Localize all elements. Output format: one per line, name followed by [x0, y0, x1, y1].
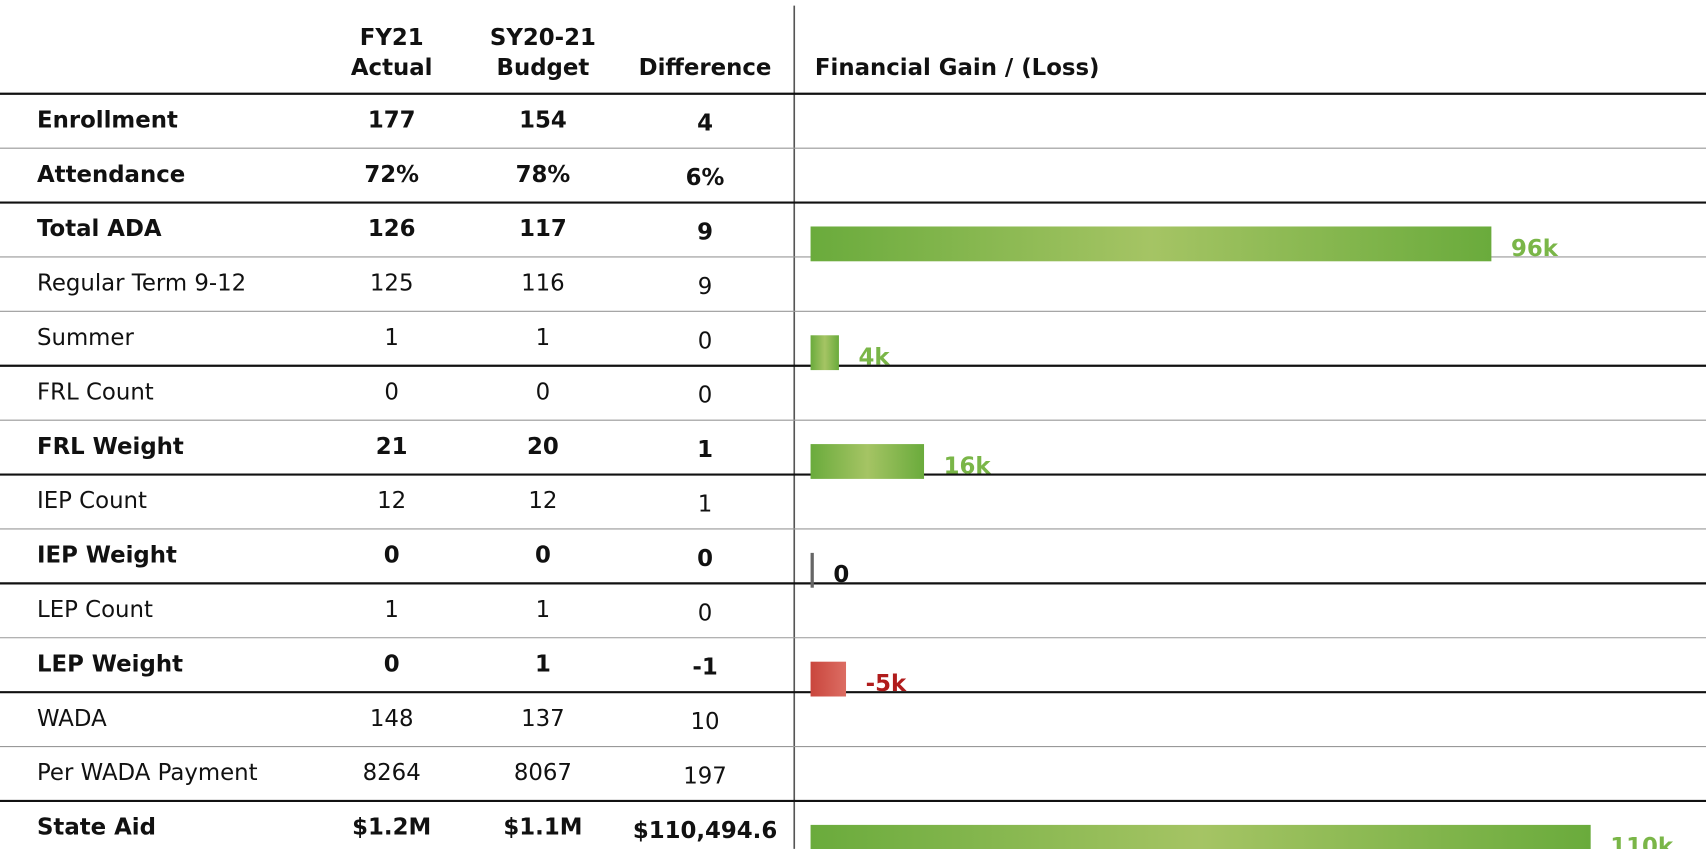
cell-value: 154	[519, 107, 567, 133]
cell-value: 1	[536, 597, 551, 623]
gain-bar	[810, 226, 1492, 262]
cell-value: 8264	[363, 760, 421, 786]
cell-value: 0	[536, 379, 551, 405]
cell-value: 0	[698, 328, 713, 354]
cell-value: 12	[377, 488, 406, 514]
row-label: Per WADA Payment	[37, 760, 258, 786]
gain-label: 0	[833, 562, 849, 588]
cell-value: 137	[521, 706, 565, 732]
cell-value: 78%	[516, 162, 571, 188]
cell-value: 10	[690, 709, 719, 735]
row-label: State Aid	[37, 815, 156, 841]
row-label: IEP Count	[37, 488, 147, 514]
gain-bar	[810, 824, 1591, 849]
row-label: LEP Weight	[37, 651, 183, 677]
cell-value: 72%	[364, 162, 419, 188]
row-label: Total ADA	[37, 216, 162, 242]
cell-value: 1	[535, 651, 551, 677]
cell-value: 0	[384, 543, 400, 569]
cell-value: 20	[527, 434, 559, 460]
cell-value: -1	[692, 655, 717, 681]
cell-value: 1	[384, 325, 399, 351]
row-label: Enrollment	[37, 107, 178, 133]
cell-value: 117	[519, 216, 567, 242]
row-label: FRL Count	[37, 379, 154, 405]
gain-label: 4k	[859, 345, 891, 371]
row-label: LEP Count	[37, 597, 153, 623]
cell-value: 1	[698, 492, 713, 518]
cell-value: 1	[384, 597, 399, 623]
cell-value: 4	[697, 111, 713, 137]
row-label: IEP Weight	[37, 543, 177, 569]
row-label: Attendance	[37, 162, 185, 188]
column-header: SY20-21	[490, 25, 596, 51]
cell-value: 197	[683, 764, 727, 790]
cell-value: 6%	[686, 165, 725, 191]
cell-value: 125	[370, 271, 414, 297]
cell-value: 0	[384, 651, 400, 677]
column-header: Budget	[497, 55, 590, 81]
cell-value: 9	[697, 220, 713, 246]
column-header: Actual	[351, 55, 433, 81]
gain-bar	[810, 335, 839, 371]
row-label: Regular Term 9-12	[37, 271, 246, 297]
cell-value: 0	[535, 543, 551, 569]
column-header: FY21	[360, 25, 424, 51]
cell-value: 148	[370, 706, 414, 732]
gain-label: -5k	[866, 671, 907, 697]
cell-value: 0	[384, 379, 399, 405]
gain-label: 16k	[944, 453, 992, 479]
gain-bar	[810, 661, 847, 697]
column-header: Financial Gain / (Loss)	[815, 55, 1100, 81]
cell-value: 116	[521, 271, 565, 297]
cell-value: 0	[698, 383, 713, 409]
cell-value: 12	[528, 488, 557, 514]
cell-value: 0	[698, 600, 713, 626]
cell-value: $1.1M	[503, 815, 582, 841]
cell-value: 0	[697, 546, 713, 572]
row-label: WADA	[37, 706, 107, 732]
row-label: Summer	[37, 325, 134, 351]
column-header: Difference	[639, 55, 772, 81]
row-label: FRL Weight	[37, 434, 184, 460]
gain-bar	[810, 444, 925, 479]
cell-value: 177	[368, 107, 416, 133]
cell-value: 1	[697, 437, 713, 463]
cell-value: 8067	[514, 760, 572, 786]
cell-value: 9	[698, 274, 713, 300]
cell-value: 126	[368, 216, 416, 242]
cell-value: 21	[376, 434, 408, 460]
cell-value: $1.2M	[352, 815, 431, 841]
cell-value: $110,494.6	[633, 818, 777, 844]
gain-label: 110k	[1610, 834, 1674, 849]
gain-label: 96k	[1511, 236, 1559, 262]
gain-bar	[810, 552, 814, 588]
cell-value: 1	[536, 325, 551, 351]
